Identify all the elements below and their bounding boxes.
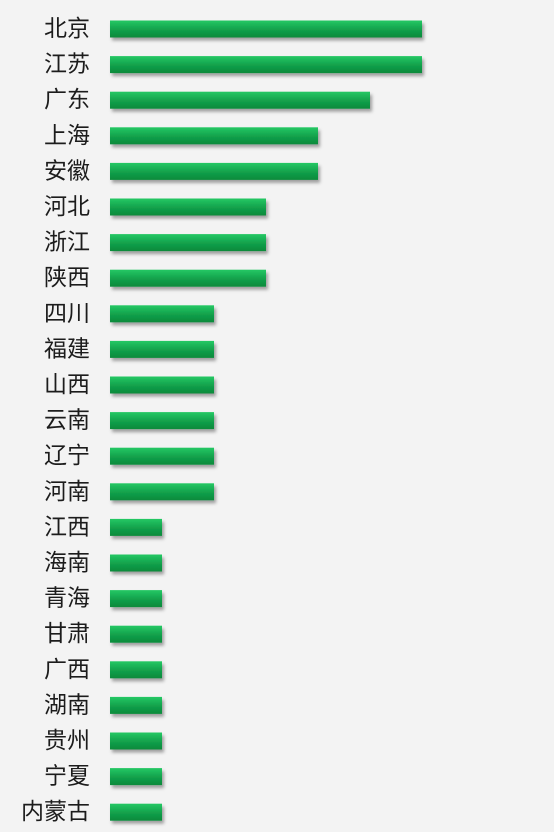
- bar: [110, 625, 162, 643]
- bar: [110, 732, 162, 750]
- bar: [110, 234, 266, 252]
- category-label: 上海: [44, 123, 90, 149]
- category-label: 内蒙古: [21, 799, 90, 825]
- category-label: 四川: [44, 301, 90, 327]
- category-label: 湖南: [44, 692, 90, 718]
- category-label: 河南: [44, 479, 90, 505]
- category-label: 山西: [44, 372, 90, 398]
- category-label: 河北: [44, 194, 90, 220]
- category-label: 广东: [44, 87, 90, 113]
- category-label: 福建: [44, 336, 90, 362]
- category-label: 江西: [44, 514, 90, 540]
- category-label: 海南: [44, 550, 90, 576]
- bar: [110, 20, 422, 38]
- category-label: 广西: [44, 657, 90, 683]
- category-label: 甘肃: [44, 621, 90, 647]
- bar: [110, 483, 214, 501]
- bar: [110, 305, 214, 323]
- bar: [110, 198, 266, 216]
- category-label: 辽宁: [44, 443, 90, 469]
- category-label: 江苏: [44, 52, 90, 78]
- bar: [110, 447, 214, 465]
- bar: [110, 91, 370, 109]
- bar: [110, 554, 162, 572]
- bar: [110, 127, 318, 145]
- category-label: 北京: [44, 16, 90, 42]
- bar: [110, 162, 318, 180]
- bar: [110, 412, 214, 430]
- bar: [110, 340, 214, 358]
- bar: [110, 803, 162, 821]
- bar: [110, 376, 214, 394]
- category-label: 云南: [44, 408, 90, 434]
- category-label: 安徽: [44, 158, 90, 184]
- bar: [110, 518, 162, 536]
- bar: [110, 269, 266, 287]
- category-label: 陕西: [44, 265, 90, 291]
- bars: [110, 20, 422, 821]
- bar: [110, 661, 162, 679]
- category-labels: 北京江苏广东上海安徽河北浙江陕西四川福建山西云南辽宁河南江西海南青海甘肃广西湖南…: [21, 16, 90, 825]
- category-label: 青海: [44, 586, 90, 612]
- bar: [110, 696, 162, 714]
- category-label: 浙江: [44, 230, 90, 256]
- bar: [110, 768, 162, 786]
- bar: [110, 590, 162, 608]
- category-label: 贵州: [44, 728, 90, 754]
- category-label: 宁夏: [44, 764, 90, 790]
- bar: [110, 56, 422, 74]
